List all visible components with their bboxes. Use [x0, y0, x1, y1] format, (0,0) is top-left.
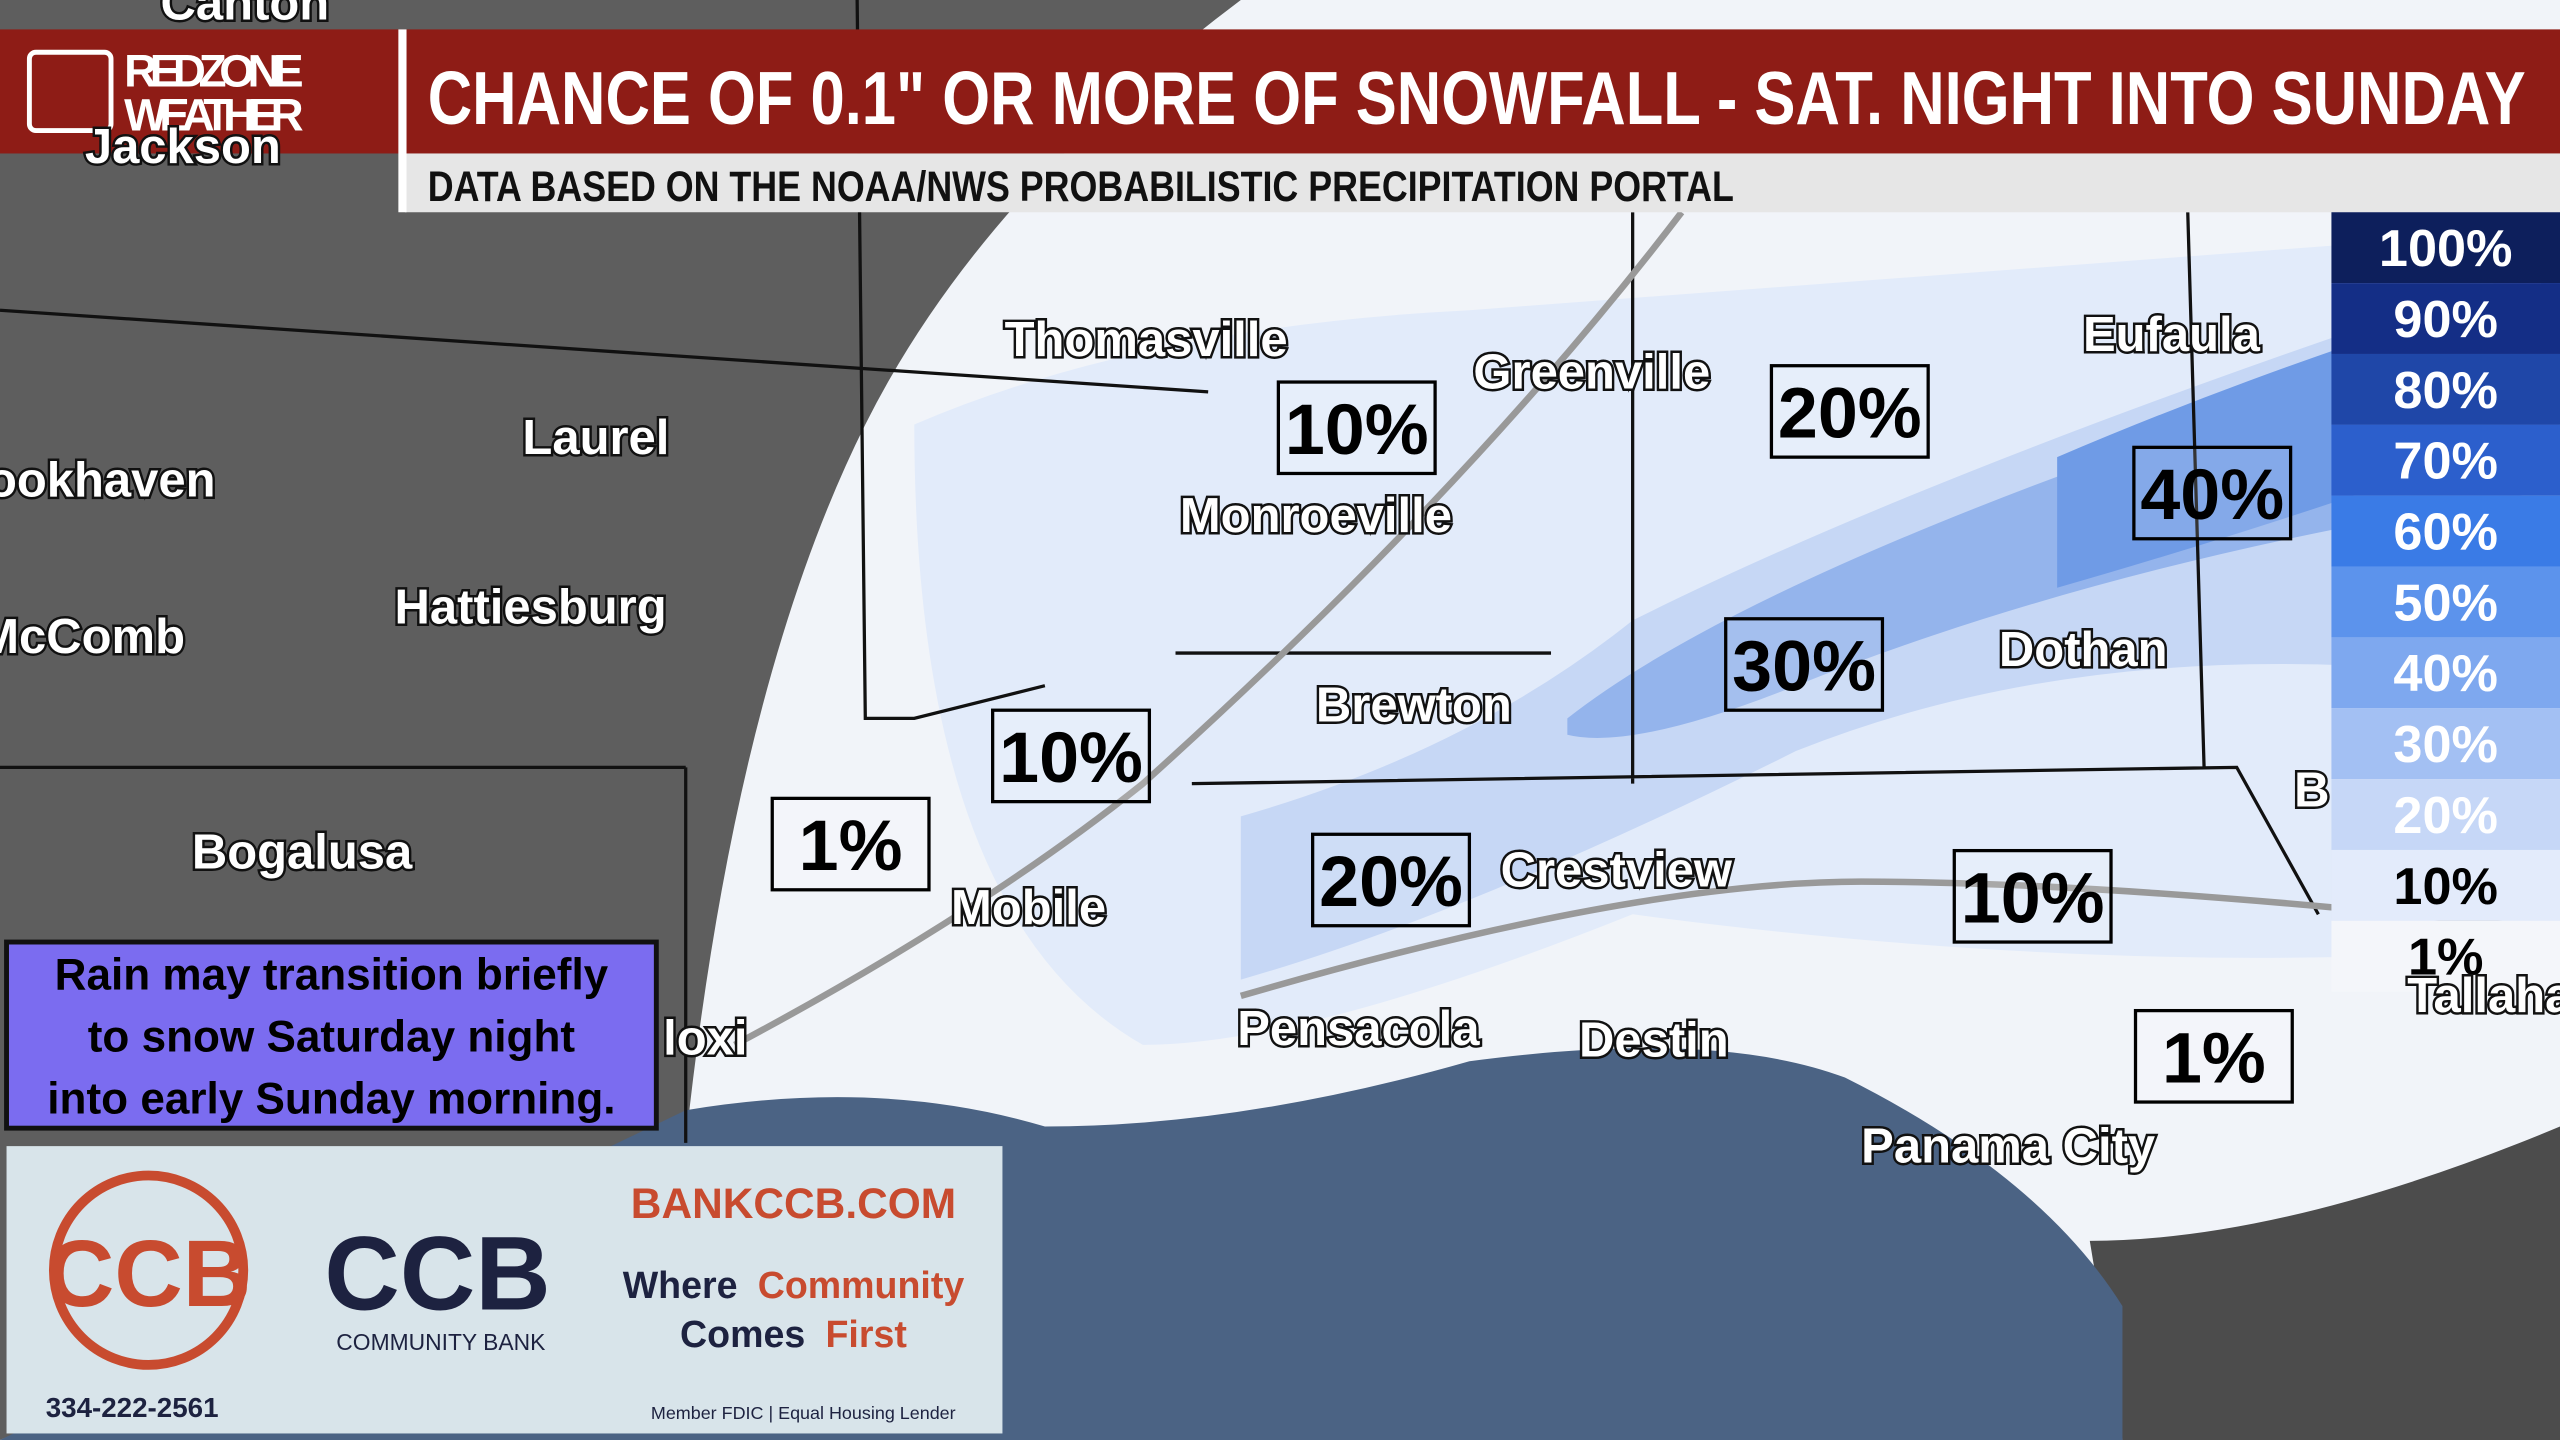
ad-tagline-word: Community	[758, 1264, 965, 1306]
city-label: McComb	[0, 610, 185, 664]
city-label: Bogalusa	[192, 826, 413, 880]
legend-label: 70%	[2393, 433, 2498, 491]
probability-box	[2132, 445, 2293, 541]
header: REDZONE WEATHER CHANCE OF 0.1" OR MORE O…	[0, 29, 2560, 213]
logo-text: WEATHER	[124, 90, 304, 141]
probability-label: 1%	[2162, 1018, 2266, 1098]
ad-brand: CCB	[324, 1215, 550, 1332]
probability-label: 20%	[1319, 842, 1463, 922]
city-label: Brewton	[1316, 679, 1512, 733]
borders	[0, 0, 2320, 1143]
title-bar	[0, 29, 2560, 154]
city-label: Greenville	[1473, 346, 1710, 400]
legend-label: 90%	[2393, 291, 2498, 349]
probability-box	[991, 708, 1152, 804]
ad-box	[6, 1146, 1003, 1434]
no-chance-area-east	[2089, 1126, 2560, 1440]
legend-label: 80%	[2393, 362, 2498, 420]
city-label: Mobile	[951, 881, 1106, 935]
note-line: Rain may transition briefly	[55, 950, 609, 999]
probability-label: 40%	[2140, 455, 2284, 535]
legend-swatch	[2331, 566, 2560, 638]
note: Rain may transition briefly to snow Satur…	[4, 939, 659, 1131]
city-label: Panama City	[1861, 1119, 2155, 1173]
city-label: Dothan	[1999, 623, 2168, 677]
city-label: B	[2294, 764, 2329, 818]
ad-logo-ring	[48, 1170, 249, 1370]
city-label: Thomasville	[1005, 313, 1288, 367]
city-label: ookhaven	[0, 453, 216, 507]
logo-icon	[26, 49, 114, 134]
city-label: Eufaula	[2083, 308, 2261, 362]
legend-label: 100%	[2379, 220, 2513, 278]
probability-box	[1952, 848, 2113, 944]
title: CHANCE OF 0.1" OR MORE OF SNOWFALL - SAT…	[428, 56, 2526, 140]
city-label: Monroeville	[1180, 489, 1452, 543]
legend-swatch	[2331, 708, 2560, 780]
probability-labels: 10% 20% 40% 30% 10% 1% 20% 10% 1%	[770, 364, 2294, 1104]
probability-box	[1724, 617, 1885, 712]
city-label: Crestview	[1501, 844, 1733, 898]
ad-tagline-word: Comes	[680, 1313, 805, 1355]
probability-label: 30%	[1732, 627, 1876, 707]
city-label: Destin	[1579, 1013, 1729, 1067]
ad-tagline-word: First	[826, 1313, 908, 1355]
note-box	[4, 939, 659, 1131]
city-label: loxi	[663, 1012, 747, 1066]
legend-swatch	[2331, 637, 2560, 709]
legend-swatch	[2331, 424, 2560, 496]
subtitle-bar	[404, 153, 2560, 213]
city-label: Canton	[161, 0, 330, 31]
legend-swatch	[2331, 920, 2560, 992]
road-lines	[733, 210, 2560, 1048]
probability-label: 10%	[1961, 858, 2105, 938]
probability-label: 20%	[1778, 374, 1922, 454]
probability-box	[1769, 364, 1930, 459]
probability-box	[1276, 380, 1437, 476]
note-line: to snow Saturday night	[88, 1012, 576, 1061]
ad: CCB CCB COMMUNITY BANK BANKCCB.COM Where…	[6, 1146, 1003, 1434]
probability-label: 1%	[799, 806, 903, 886]
ad-bank-name: COMMUNITY BANK	[336, 1329, 545, 1355]
ad-tagline-word: Where	[623, 1264, 738, 1306]
city-label: Hattiesburg	[395, 581, 667, 635]
note-line: into early Sunday morning.	[47, 1074, 615, 1123]
ad-tagline: Comes First	[680, 1313, 907, 1355]
legend-label: 1%	[2408, 929, 2484, 987]
legend-swatch	[2331, 779, 2560, 850]
ad-logo: CCB	[46, 1221, 251, 1327]
legend-swatch	[2331, 495, 2560, 567]
probability-label: 10%	[1285, 390, 1429, 470]
city-label: Laurel	[522, 411, 669, 465]
legend-swatch	[2331, 283, 2560, 354]
divider	[398, 29, 407, 213]
city-label: Jackson	[85, 120, 281, 174]
city-labels: Canton Jackson Laurel ookhaven Hattiesburg Mc…	[0, 0, 2560, 1176]
legend: 100% 90% 80% 70% 60% 50% 40% 30% 20% 10% 1%	[2331, 212, 2560, 992]
logo-text: REDZONE	[124, 46, 304, 97]
ad-website: BANKCCB.COM	[631, 1180, 956, 1227]
city-label: Pensacola	[1237, 1002, 1480, 1056]
probability-label: 10%	[999, 718, 1143, 798]
legend-swatch	[2331, 849, 2560, 921]
legend-label: 20%	[2393, 787, 2498, 845]
legend-label: 60%	[2393, 504, 2498, 562]
legend-swatch	[2331, 353, 2560, 425]
legend-label: 30%	[2393, 716, 2498, 774]
probability-box	[2133, 1008, 2294, 1104]
legend-label: 40%	[2393, 645, 2498, 703]
roads	[733, 210, 2560, 1048]
border-lines	[0, 0, 2320, 1143]
legend-label: 50%	[2393, 574, 2498, 632]
ad-phone: 334-222-2561	[46, 1392, 219, 1423]
ad-disclaimer: Member FDIC | Equal Housing Lender	[651, 1403, 956, 1423]
ad-tagline: Where Community	[623, 1264, 965, 1306]
legend-swatch	[2331, 212, 2560, 284]
probability-box	[1311, 832, 1472, 928]
city-label: Tallaha	[2407, 969, 2560, 1023]
probability-box	[770, 796, 931, 892]
subtitle: DATA BASED ON THE NOAA/NWS PROBABILISTIC…	[428, 163, 1734, 210]
legend-label: 10%	[2393, 858, 2498, 916]
